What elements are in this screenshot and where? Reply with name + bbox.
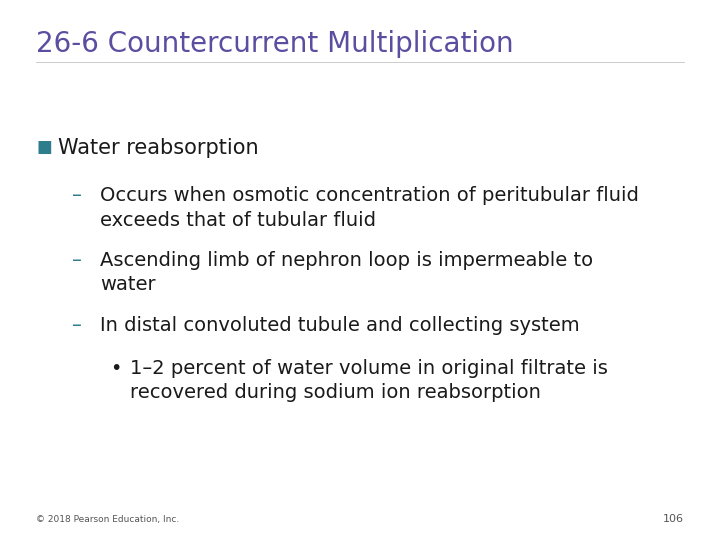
Text: 26-6 Countercurrent Multiplication: 26-6 Countercurrent Multiplication — [36, 30, 513, 58]
Text: •: • — [110, 359, 122, 378]
Text: © 2018 Pearson Education, Inc.: © 2018 Pearson Education, Inc. — [36, 515, 179, 524]
Text: –: – — [72, 316, 82, 335]
Text: Water reabsorption: Water reabsorption — [58, 138, 258, 158]
Text: –: – — [72, 186, 82, 205]
Text: 106: 106 — [663, 514, 684, 524]
Text: Occurs when osmotic concentration of peritubular fluid
exceeds that of tubular f: Occurs when osmotic concentration of per… — [100, 186, 639, 230]
Text: ■: ■ — [36, 138, 52, 156]
Text: In distal convoluted tubule and collecting system: In distal convoluted tubule and collecti… — [100, 316, 580, 335]
Text: –: – — [72, 251, 82, 270]
Text: Ascending limb of nephron loop is impermeable to
water: Ascending limb of nephron loop is imperm… — [100, 251, 593, 294]
Text: 1–2 percent of water volume in original filtrate is
recovered during sodium ion : 1–2 percent of water volume in original … — [130, 359, 608, 402]
